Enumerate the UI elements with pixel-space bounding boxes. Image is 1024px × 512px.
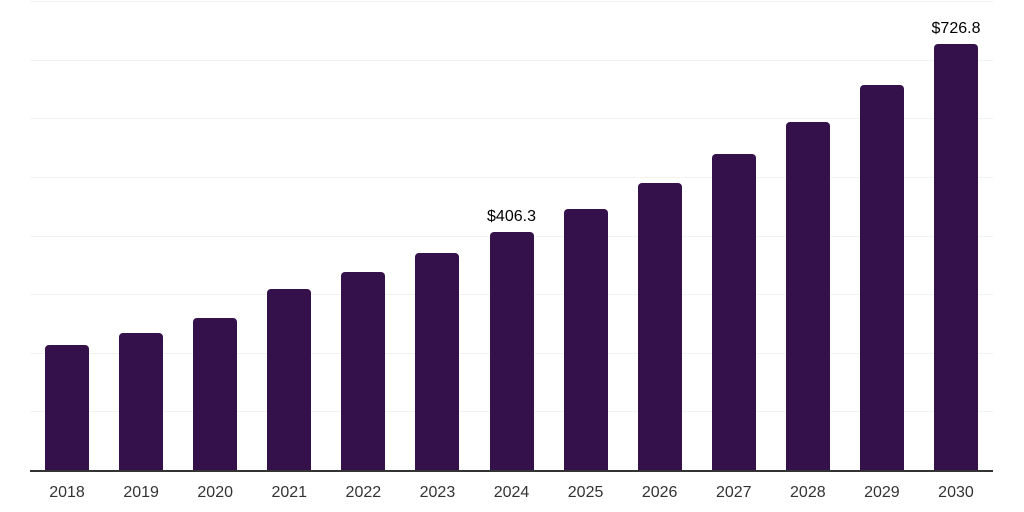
bar-2021	[267, 289, 312, 470]
x-tick-2020: 2020	[197, 484, 233, 501]
bar-2024	[489, 231, 534, 470]
bar-2018	[45, 345, 89, 470]
x-tick-2026: 2026	[641, 484, 678, 501]
plot-area: $406.3 $726.8	[30, 1, 993, 472]
bar-2026	[637, 182, 682, 470]
bar-2019	[119, 333, 164, 470]
bar-2020	[193, 317, 238, 470]
gridline-500	[30, 177, 993, 178]
x-tick-2025: 2025	[567, 484, 604, 501]
x-tick-2027: 2027	[715, 484, 752, 501]
x-tick-2021: 2021	[271, 484, 308, 501]
x-tick-2029: 2029	[864, 484, 900, 501]
bar-2025	[563, 208, 608, 470]
x-tick-2019: 2019	[123, 484, 159, 501]
value-label-2024: $406.3	[487, 207, 536, 225]
bar-2028	[785, 121, 830, 470]
value-label-2030: $726.8	[931, 19, 981, 37]
x-tick-2023: 2023	[419, 484, 456, 501]
x-axis: 2018 2019 2020 2021 2022 2023 2024 2025 2026 2027…	[30, 483, 993, 503]
bar-2022	[341, 271, 386, 470]
gridline-600	[30, 118, 993, 119]
x-tick-2028: 2028	[790, 484, 826, 501]
bar-2023	[415, 252, 460, 470]
bar-2030	[934, 43, 978, 470]
bar-2027	[711, 154, 756, 470]
x-tick-2030: 2030	[938, 484, 974, 501]
gridline-800	[30, 1, 993, 2]
x-tick-2018: 2018	[49, 484, 85, 501]
x-tick-2024: 2024	[493, 484, 530, 501]
gridline-700	[30, 60, 993, 61]
bar-2029	[859, 84, 904, 470]
x-tick-2022: 2022	[345, 484, 382, 501]
